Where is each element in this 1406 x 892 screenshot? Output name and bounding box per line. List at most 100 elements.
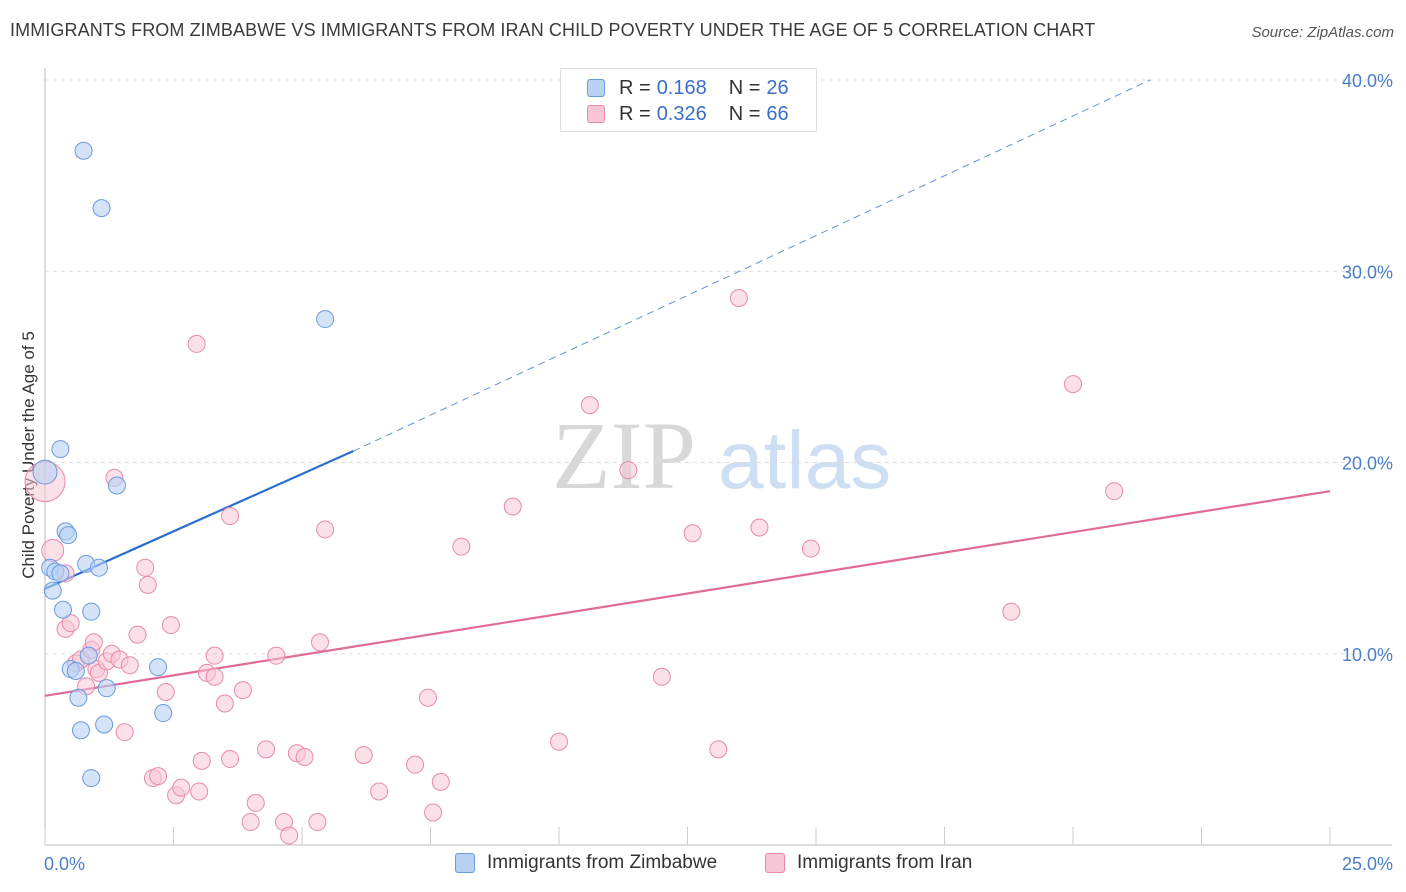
zimbabwe-point [66, 661, 85, 680]
source-attribution: Source: ZipAtlas.com [1251, 24, 1394, 41]
iran-point [683, 524, 702, 543]
iran-point [257, 740, 276, 759]
y-tick-labels: 10.0% 20.0% 30.0% 40.0% [1342, 71, 1393, 665]
iran-point [128, 625, 147, 644]
grid-lines [45, 79, 1392, 655]
zimbabwe-point [107, 476, 126, 495]
iran-swatch [587, 105, 605, 123]
iran-point [280, 826, 299, 845]
zimbabwe-point [89, 558, 108, 577]
legend-row-iran: R = 0.326 N = 66 [587, 102, 789, 126]
series-zimbabwe-points [32, 141, 335, 788]
y-axis-label: Child Poverty Under the Age of 5 [19, 331, 38, 579]
legend-label: Immigrants from Iran [797, 852, 973, 873]
iran-point [215, 694, 234, 713]
zimbabwe-point [154, 704, 173, 723]
x-tick-label: 25.0% [1342, 854, 1393, 874]
y-tick-label: 40.0% [1342, 71, 1393, 91]
x-tick-labels: 0.0% 25.0% [44, 854, 1393, 874]
iran-point [418, 688, 437, 707]
iran-point [136, 558, 155, 577]
iran-point [205, 667, 224, 686]
n-label: N = [728, 102, 761, 125]
n-value: 26 [766, 76, 789, 99]
x-tick-label: 0.0% [44, 854, 85, 874]
iran-point [156, 683, 175, 701]
iran-point [652, 667, 671, 686]
zimbabwe-point [32, 459, 58, 485]
correlation-legend: R = 0.168 N = 26 R = 0.326 N = 66 [560, 68, 817, 132]
iran-point [310, 633, 329, 652]
iran-point [187, 334, 206, 353]
iran-point [1105, 482, 1124, 501]
iran-point [233, 681, 252, 700]
iran-point [138, 575, 157, 594]
r-value: 0.326 [656, 102, 707, 125]
zimbabwe-point [82, 769, 101, 788]
iran-point [267, 646, 286, 665]
iran-point [246, 793, 265, 812]
zimbabwe-point [71, 721, 90, 740]
zimbabwe-trend-extension [353, 79, 1151, 452]
iran-point [41, 538, 65, 562]
y-tick-label: 20.0% [1342, 454, 1393, 474]
zimbabwe-swatch [587, 79, 605, 97]
y-tick-label: 10.0% [1342, 645, 1393, 665]
zimbabwe-point [79, 646, 98, 665]
y-tick-label: 30.0% [1342, 262, 1393, 282]
iran-point [1064, 375, 1082, 394]
iran-point [120, 656, 139, 675]
zimbabwe-point [97, 679, 116, 698]
watermark-atlas: atlas [718, 415, 891, 506]
watermark: ZIP atlas [552, 402, 891, 509]
legend-row-zimbabwe: R = 0.168 N = 26 [587, 76, 789, 100]
iran-point [241, 813, 260, 832]
zimbabwe-point [95, 715, 114, 734]
watermark-zip: ZIP [552, 402, 696, 509]
iran-point [801, 539, 820, 558]
iran-point [190, 782, 209, 801]
iran-point [61, 614, 80, 633]
iran-point [192, 751, 211, 770]
zimbabwe-point [43, 581, 62, 600]
iran-point [750, 518, 769, 537]
iran-trend-line [44, 490, 1331, 697]
r-value: 0.168 [656, 76, 707, 99]
axes [44, 68, 1392, 846]
iran-point [503, 497, 522, 516]
iran-point [709, 740, 728, 759]
legend-label: Immigrants from Zimbabwe [487, 852, 718, 873]
iran-point [221, 749, 240, 768]
zimbabwe-point [82, 602, 101, 621]
iran-point [729, 289, 748, 308]
iran-point [295, 748, 314, 767]
zimbabwe-point [149, 658, 168, 677]
iran-point [221, 507, 240, 526]
zimbabwe-point [53, 600, 72, 619]
r-label: R = [619, 76, 651, 99]
iran-point [354, 746, 373, 765]
r-label: R = [619, 102, 651, 125]
iran-point [1002, 602, 1021, 621]
zimbabwe-point [59, 526, 78, 545]
iran-point [424, 803, 443, 822]
iran-point [172, 778, 191, 797]
iran-point [115, 723, 134, 742]
zimbabwe-swatch [455, 853, 475, 873]
iran-point [316, 520, 335, 539]
iran-point [452, 537, 471, 556]
n-label: N = [728, 76, 761, 99]
zimbabwe-point [316, 310, 335, 329]
legend-item-iran: Immigrants from Iran [765, 852, 972, 874]
iran-point [161, 616, 180, 635]
iran-swatch [765, 853, 785, 873]
zimbabwe-point [92, 199, 111, 218]
legend-item-zimbabwe: Immigrants from Zimbabwe [455, 852, 717, 874]
series-legend: Immigrants from Zimbabwe Immigrants from… [0, 852, 1406, 878]
chart-title: IMMIGRANTS FROM ZIMBABWE VS IMMIGRANTS F… [10, 20, 1096, 40]
iran-point [205, 646, 224, 665]
zimbabwe-point [74, 141, 93, 160]
iran-point [149, 767, 168, 786]
iran-point [406, 755, 425, 774]
